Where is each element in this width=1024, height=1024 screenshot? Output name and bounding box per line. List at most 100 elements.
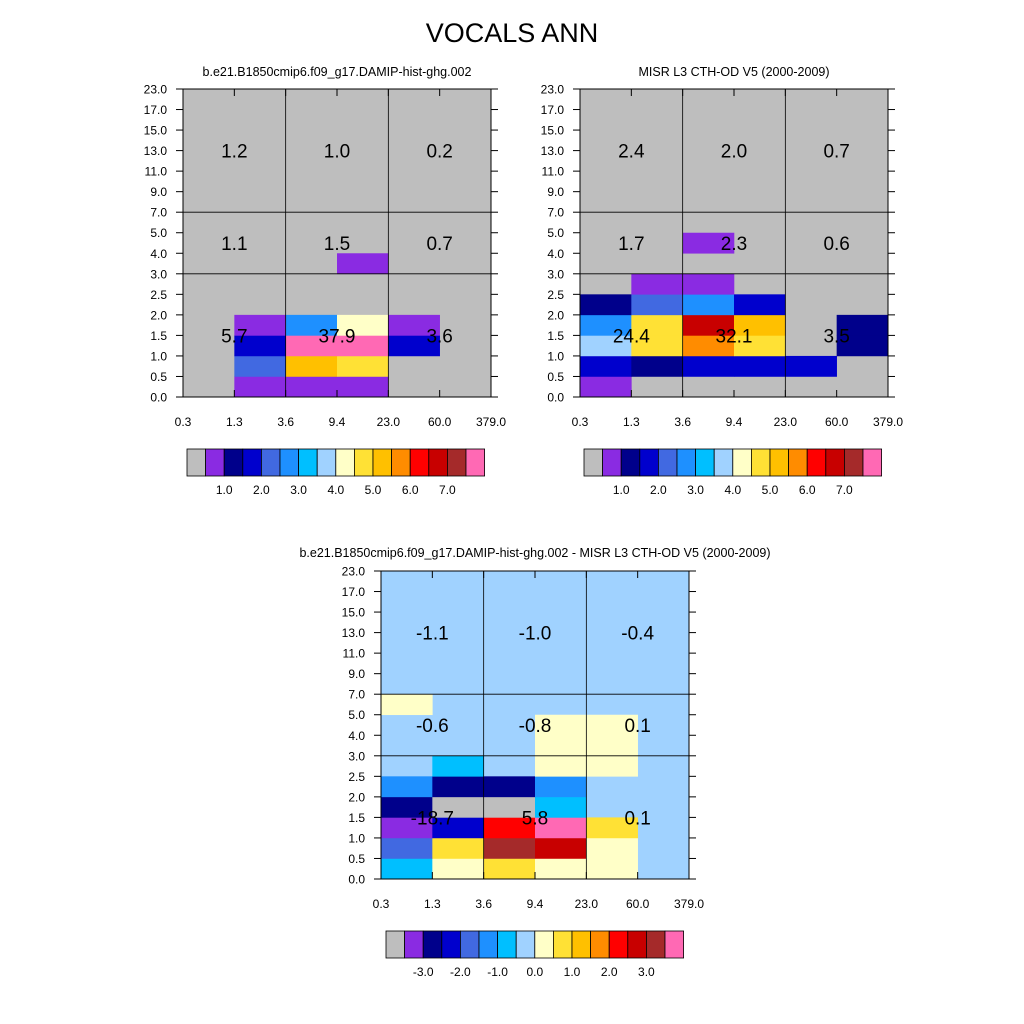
colorbar: -3.0 -2.0 -1.0 0.0 1.0 2.0 3.0 — [385, 930, 685, 979]
y-tick-label: 4.0 — [150, 247, 167, 261]
colorbar-box — [627, 930, 647, 959]
y-tick-label: 3.0 — [547, 267, 564, 281]
heatmap-cell — [432, 817, 484, 839]
y-tick-label: 15.0 — [541, 124, 565, 138]
heatmap-cell — [580, 376, 632, 398]
x-tick-label: 60.0 — [825, 415, 849, 429]
colorbar-box — [658, 448, 678, 477]
x-tick-label: 9.4 — [726, 415, 743, 429]
heatmap-cell — [535, 714, 587, 736]
y-tick-label: 7.0 — [348, 688, 365, 702]
y-tick-label: 11.0 — [145, 165, 168, 179]
heatmap-cell — [381, 858, 433, 880]
colorbar-box — [769, 448, 790, 477]
y-tick-label: 1.5 — [348, 811, 365, 825]
heatmap-cell — [483, 817, 536, 839]
region-value-label: -0.4 — [621, 624, 654, 645]
colorbar-label: 6.0 — [402, 483, 419, 497]
region-value-label: 3.6 — [426, 326, 452, 347]
x-tick-label: 9.4 — [527, 897, 544, 911]
heatmap-cell — [535, 735, 587, 757]
heatmap-cell — [682, 294, 735, 316]
colorbar-label: 4.0 — [724, 483, 741, 497]
heatmap-cell — [337, 335, 389, 357]
y-tick-label: 9.0 — [150, 185, 167, 199]
heatmap-cell — [580, 355, 632, 377]
y-tick-label: 15.0 — [144, 124, 168, 138]
x-tick-label: 60.0 — [428, 415, 452, 429]
colorbar-box — [751, 448, 771, 477]
x-tick-label: 0.3 — [373, 897, 390, 911]
heatmap-cell — [580, 294, 632, 316]
y-tick-label: 1.5 — [150, 329, 167, 343]
region-value-label: -18.7 — [411, 808, 454, 829]
colorbar-box — [602, 448, 622, 477]
colorbar-label: 5.0 — [365, 483, 382, 497]
heatmap-cell — [535, 755, 587, 777]
y-tick-label: 17.0 — [342, 585, 366, 599]
y-tick-label: 13.0 — [144, 144, 168, 158]
colorbar-box — [646, 930, 666, 959]
colorbar-label: -1.0 — [487, 965, 508, 979]
region-value-label: 1.7 — [618, 234, 644, 255]
colorbar: 1.0 2.0 3.0 4.0 5.0 6.0 7.0 — [583, 448, 883, 497]
colorbar-label: 3.0 — [638, 965, 655, 979]
heatmap-cell — [432, 858, 484, 880]
colorbar-label: 5.0 — [762, 483, 779, 497]
colorbar-box — [732, 448, 752, 477]
colorbar-box — [459, 930, 480, 959]
heatmap-cell — [381, 694, 433, 716]
x-tick-label: 23.0 — [575, 897, 599, 911]
colorbar-box — [446, 448, 467, 477]
heatmap-cell — [682, 273, 735, 295]
y-tick-label: 23.0 — [342, 565, 366, 579]
panel-title: b.e21.B1850cmip6.f09_g17.DAMIP-hist-ghg.… — [299, 546, 770, 560]
y-tick-label: 5.0 — [150, 226, 167, 240]
y-tick-label: 4.0 — [547, 247, 564, 261]
y-tick-label: 17.0 — [144, 103, 168, 117]
x-tick-label: 23.0 — [377, 415, 401, 429]
heatmap-cell — [734, 335, 786, 357]
colorbar-label: 3.0 — [687, 483, 704, 497]
heatmap-cell — [631, 273, 683, 295]
heatmap-cell — [432, 796, 484, 818]
colorbar-box — [441, 930, 461, 959]
colorbar-box — [279, 448, 300, 477]
colorbar-box — [316, 448, 337, 477]
heatmap-cell — [432, 776, 484, 798]
heatmap-cell — [285, 355, 338, 377]
heatmap-cell — [836, 335, 889, 357]
region-value-label: 3.5 — [823, 326, 849, 347]
y-tick-label: 5.0 — [547, 226, 564, 240]
y-tick-label: 4.0 — [348, 729, 365, 743]
heatmap-cell — [285, 376, 338, 398]
heatmap-cell — [381, 817, 433, 839]
colorbar-label: -2.0 — [450, 965, 471, 979]
colorbar-label: 1.0 — [613, 483, 630, 497]
colorbar-box — [788, 448, 808, 477]
region-value-label: 0.1 — [624, 716, 650, 737]
y-tick-label: 23.0 — [144, 83, 168, 97]
heatmap-cell — [631, 335, 683, 357]
y-tick-label: 2.5 — [150, 288, 167, 302]
region-value-label: 0.6 — [823, 234, 849, 255]
colorbar-box — [676, 448, 697, 477]
colorbar-label: 6.0 — [799, 483, 816, 497]
x-tick-label: 1.3 — [623, 415, 640, 429]
heatmap-cell — [682, 232, 735, 254]
heatmap-cell — [535, 837, 587, 859]
colorbar-box — [385, 930, 406, 959]
heatmap-cell — [432, 755, 484, 777]
y-tick-label: 0.0 — [348, 873, 365, 887]
heatmap-cell — [734, 314, 786, 336]
colorbar-box — [590, 930, 610, 959]
heatmap-cell — [682, 314, 735, 336]
colorbar-box — [664, 930, 685, 959]
colorbar-box — [372, 448, 393, 477]
y-tick-label: 7.0 — [150, 206, 167, 220]
y-tick-label: 1.0 — [547, 349, 564, 363]
heatmap-cell — [337, 376, 389, 398]
heatmap-cell — [734, 294, 786, 316]
heatmap-cell — [381, 796, 433, 818]
colorbar-box — [404, 930, 424, 959]
